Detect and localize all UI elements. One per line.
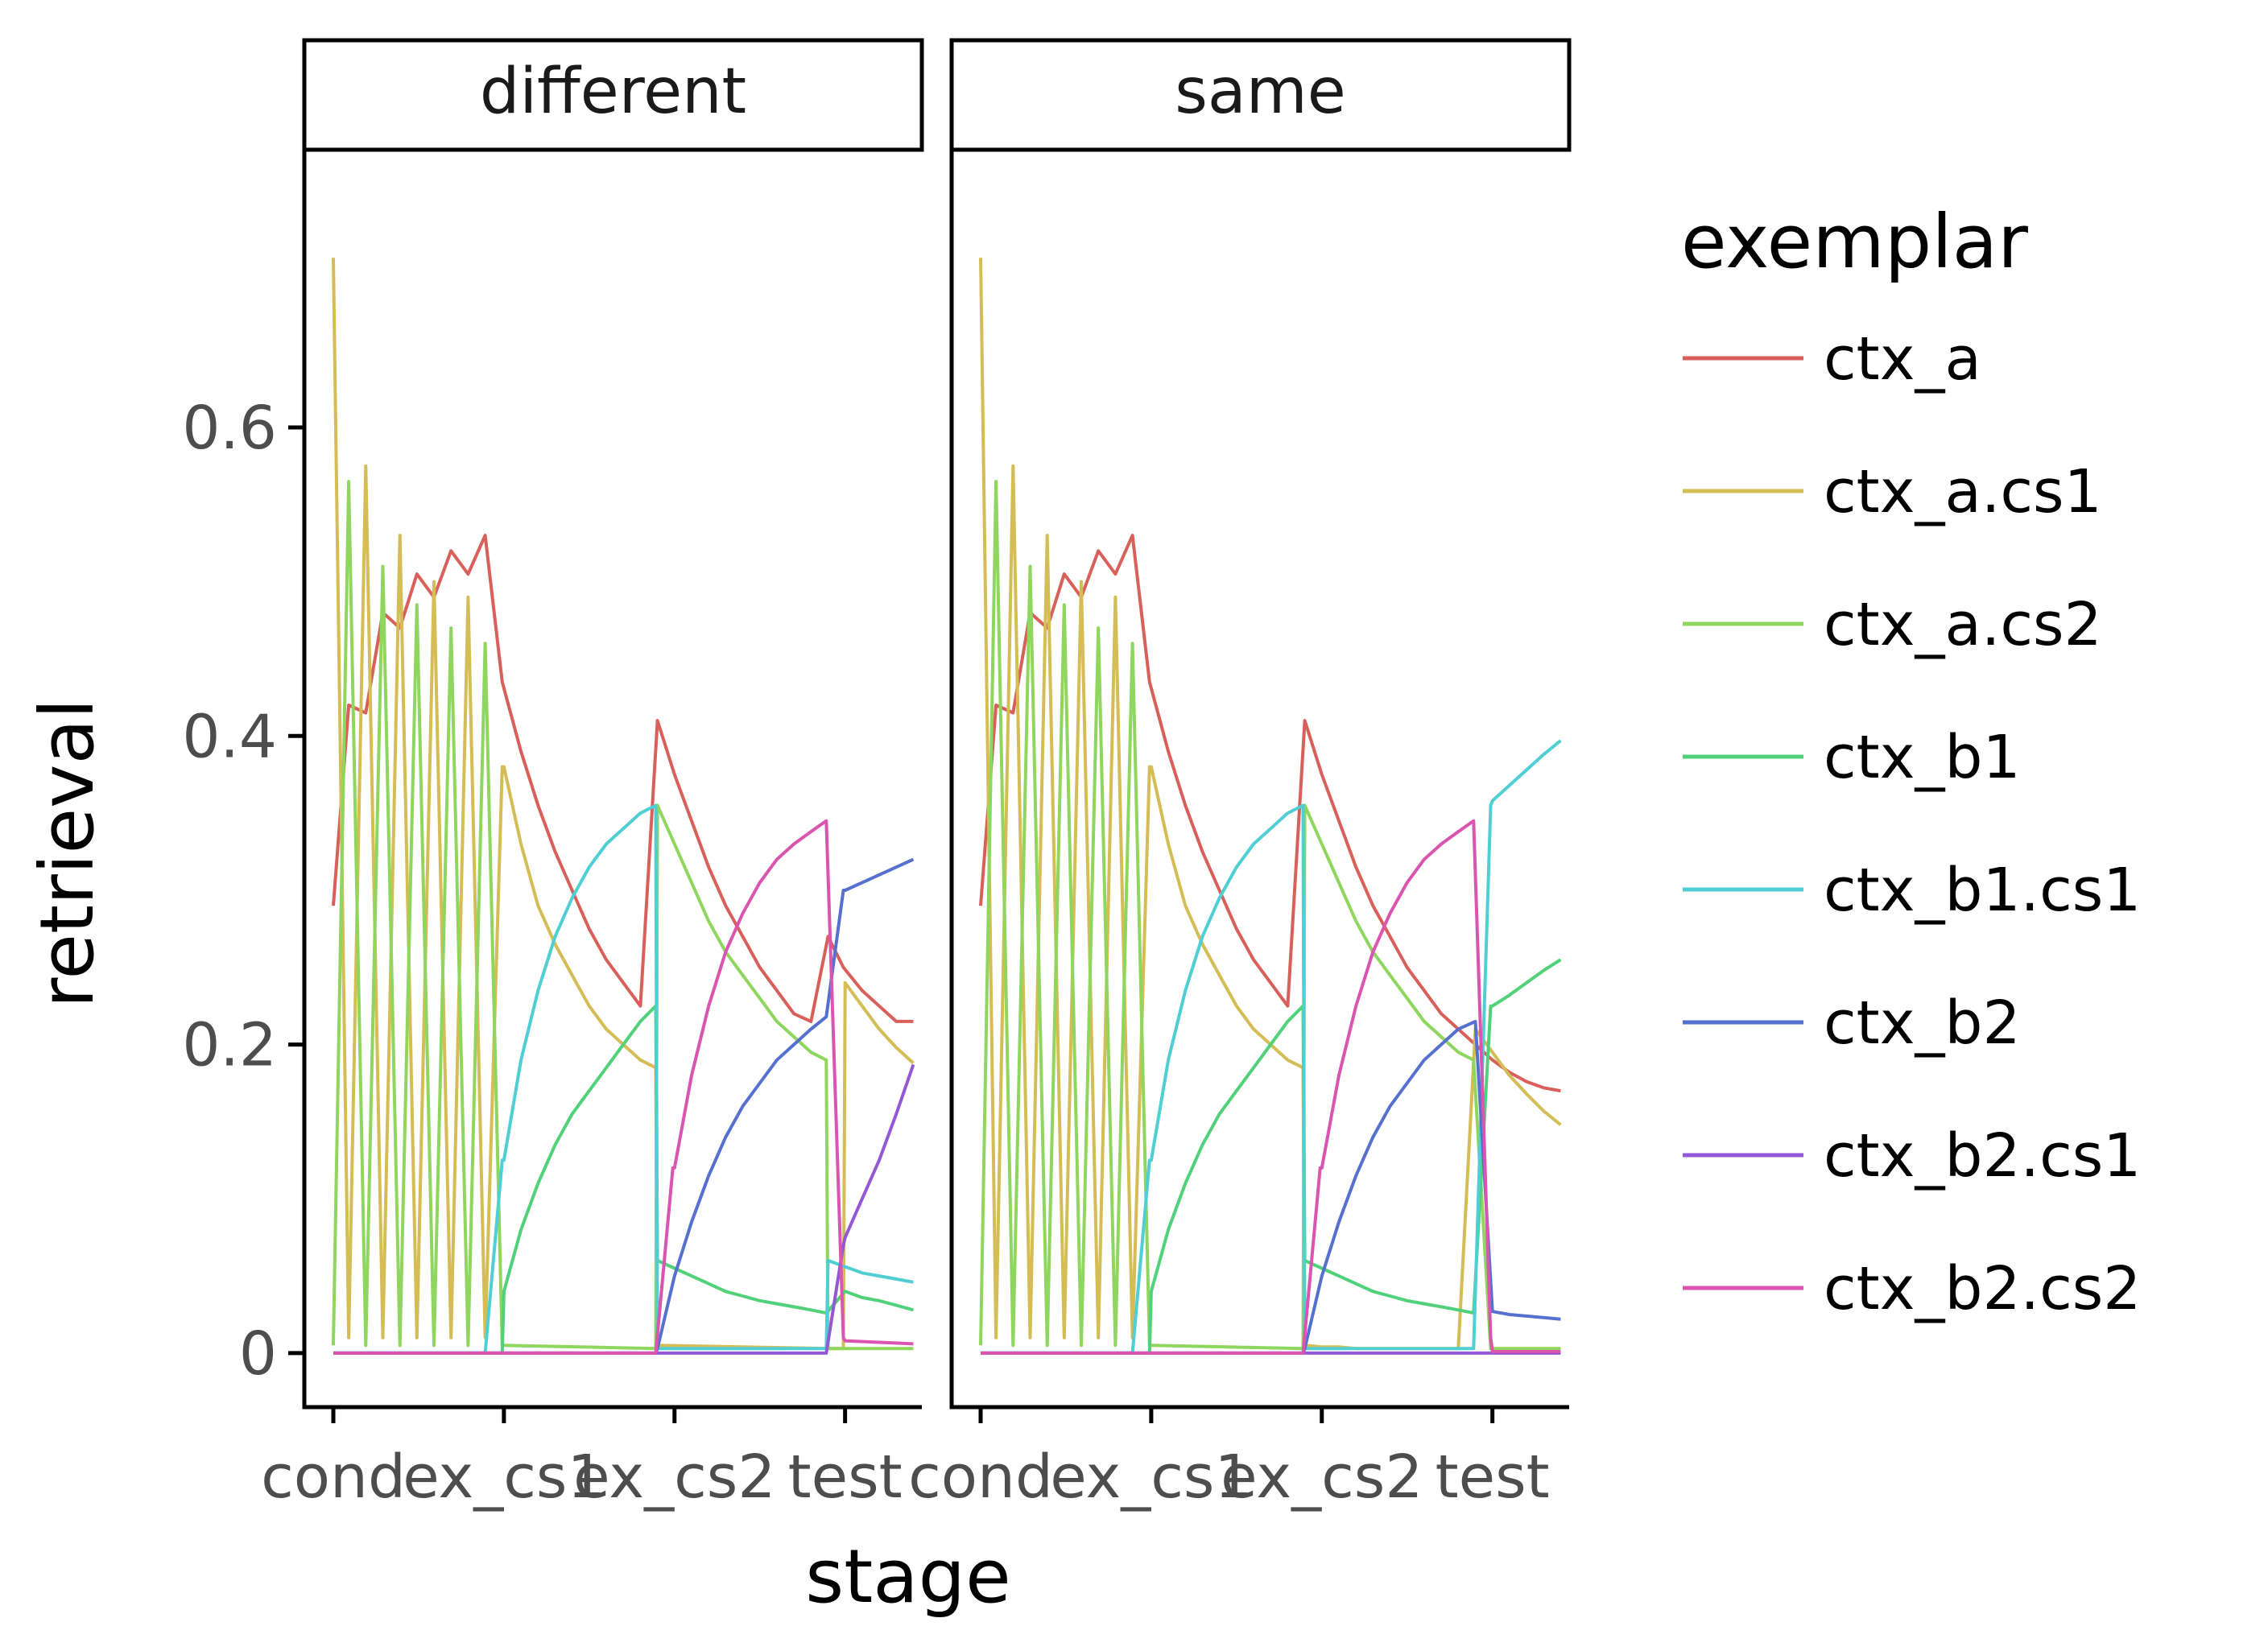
legend-entry: ctx_a.cs1	[1683, 457, 2102, 526]
y-tick-label: 0	[239, 1319, 277, 1389]
legend: exemplar ctx_a ctx_a.cs1 ctx_a.cs2 ctx_b1ct…	[1681, 199, 2141, 1323]
series-line-ctx_b2-cs2	[333, 819, 914, 1355]
facet-strip	[302, 38, 924, 152]
x-tick-label: ex_cs2	[573, 1443, 775, 1512]
x-axis-title: stage	[805, 1533, 1010, 1620]
facet-strip	[949, 38, 1572, 152]
series-line-ctx_a	[979, 534, 1561, 1093]
legend-label: ctx_b2.cs2	[1824, 1254, 2141, 1323]
legend-label: ctx_b2	[1824, 989, 2021, 1058]
series-line-ctx_b1-cs1	[981, 739, 1562, 1355]
legend-label: ctx_a	[1824, 324, 1981, 394]
y-tick-label: 0.6	[182, 394, 277, 463]
legend-entry: ctx_b2.cs1	[1683, 1121, 2141, 1191]
series-line-ctx_b1-cs1	[333, 803, 914, 1355]
x-tick-label: ex_cs2	[1221, 1443, 1423, 1512]
series-line-ctx_a	[332, 534, 914, 1023]
x-tick-label: ex_cs1	[1050, 1443, 1252, 1512]
series-lines	[332, 258, 915, 1355]
y-axis-title: retrieval	[24, 699, 110, 1009]
legend-entry: ctx_a	[1683, 324, 1981, 394]
series-line-ctx_b2	[981, 1019, 1561, 1355]
x-tick-label: cond	[261, 1443, 406, 1512]
legend-label: ctx_a.cs1	[1824, 457, 2102, 526]
y-tick-label: 0.2	[182, 1011, 277, 1080]
legend-entry: ctx_a.cs2	[1683, 590, 2102, 659]
legend-label: ctx_b1	[1824, 723, 2021, 792]
series-line-ctx_b2-cs2	[981, 819, 1561, 1355]
legend-entry: ctx_b2.cs2	[1683, 1254, 2141, 1323]
legend-label: ctx_b2.cs1	[1824, 1121, 2141, 1191]
legend-title: exemplar	[1681, 199, 2028, 285]
series-line-ctx_b2	[333, 857, 915, 1355]
series-line-ctx_a-cs2	[979, 480, 1561, 1351]
legend-entry: ctx_b2	[1683, 989, 2021, 1058]
x-tick-label: cond	[908, 1443, 1053, 1512]
series-line-ctx_a-cs1	[332, 258, 915, 1351]
series-line-ctx_b1	[981, 958, 1562, 1355]
x-tick-label: test	[1436, 1443, 1550, 1512]
legend-label: ctx_a.cs2	[1824, 590, 2102, 659]
legend-entry: ctx_b1.cs1	[1683, 856, 2141, 925]
legend-entry: ctx_b1	[1683, 723, 2021, 792]
y-tick-label: 0.4	[182, 702, 277, 771]
x-tick-label: ex_cs1	[403, 1443, 605, 1512]
series-line-ctx_b2-cs1	[333, 1063, 915, 1355]
legend-label: ctx_b1.cs1	[1824, 856, 2141, 925]
facet-strip-label: same	[1175, 56, 1345, 128]
series-lines	[979, 258, 1562, 1355]
facet-strip-label: different	[480, 56, 746, 128]
x-tick-label: test	[788, 1443, 903, 1512]
